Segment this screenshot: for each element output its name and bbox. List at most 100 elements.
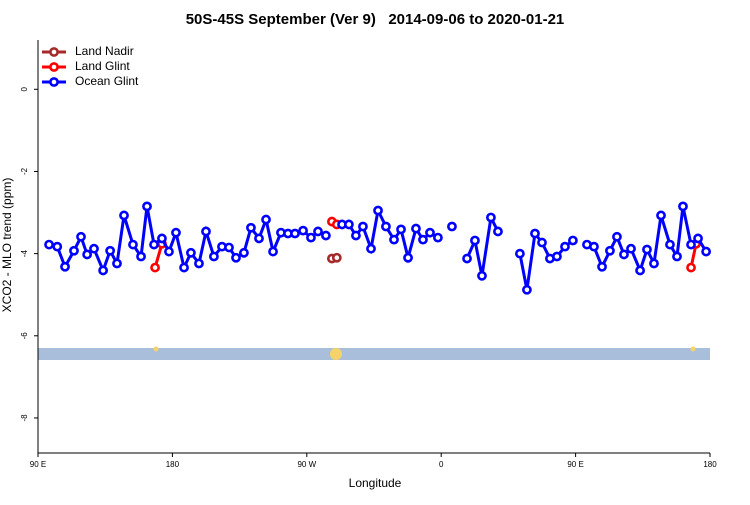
data-point bbox=[60, 261, 70, 272]
data-point bbox=[672, 251, 682, 262]
data-point bbox=[462, 253, 472, 264]
data-point bbox=[366, 243, 376, 254]
data-point bbox=[396, 224, 406, 235]
data-point bbox=[552, 251, 562, 262]
data-point bbox=[261, 214, 271, 225]
data-point bbox=[477, 270, 487, 281]
data-point bbox=[373, 205, 383, 216]
data-point bbox=[470, 235, 480, 246]
data-point bbox=[381, 221, 391, 232]
data-point bbox=[635, 265, 646, 276]
y-tick-label: -4 bbox=[20, 250, 29, 258]
band-marker bbox=[153, 346, 159, 352]
data-point bbox=[612, 231, 622, 242]
data-point bbox=[82, 249, 93, 260]
data-point bbox=[150, 262, 160, 273]
data-point bbox=[411, 223, 421, 234]
legend-label: Ocean Glint bbox=[75, 74, 139, 88]
surface-band bbox=[38, 348, 710, 360]
x-tick-label: 90 E bbox=[567, 460, 583, 469]
data-point bbox=[164, 246, 174, 257]
data-point bbox=[678, 201, 688, 212]
data-point bbox=[69, 245, 79, 256]
data-point bbox=[112, 258, 122, 269]
data-point bbox=[389, 234, 399, 245]
data-point bbox=[52, 241, 63, 252]
data-point bbox=[642, 244, 652, 255]
legend-swatch bbox=[49, 77, 59, 87]
data-point bbox=[254, 233, 264, 244]
data-point bbox=[268, 246, 278, 257]
data-point bbox=[358, 221, 368, 232]
legend-label: Land Nadir bbox=[75, 44, 134, 58]
data-point bbox=[306, 232, 316, 243]
y-tick-label: -8 bbox=[20, 414, 29, 422]
data-point bbox=[530, 228, 540, 239]
chart-title: 50S-45S September (Ver 9) 2014-09-06 to … bbox=[186, 11, 565, 28]
data-point bbox=[186, 247, 196, 258]
data-point bbox=[693, 233, 703, 244]
data-point bbox=[149, 239, 159, 250]
data-point bbox=[597, 261, 607, 272]
data-point bbox=[626, 243, 636, 254]
data-point bbox=[686, 262, 696, 273]
x-tick-label: 180 bbox=[166, 460, 180, 469]
data-point bbox=[89, 243, 99, 254]
data-point bbox=[589, 241, 599, 252]
data-point bbox=[224, 242, 234, 253]
data-point bbox=[686, 239, 696, 250]
y-tick-label: -2 bbox=[20, 167, 29, 175]
data-point bbox=[157, 233, 167, 244]
data-point bbox=[201, 226, 211, 237]
data-point bbox=[331, 252, 342, 263]
data-point bbox=[568, 235, 578, 246]
data-point bbox=[231, 252, 241, 263]
data-point bbox=[701, 246, 712, 257]
data-point bbox=[522, 284, 532, 295]
data-point bbox=[418, 234, 428, 245]
band-marker bbox=[690, 346, 696, 352]
data-point bbox=[298, 225, 308, 236]
y-tick-label: 0 bbox=[20, 87, 29, 92]
data-point bbox=[351, 230, 361, 241]
data-point bbox=[128, 239, 138, 250]
data-point bbox=[493, 226, 503, 237]
y-tick-label: -6 bbox=[20, 332, 29, 340]
data-point bbox=[344, 219, 354, 230]
data-point bbox=[486, 212, 496, 223]
data-point bbox=[321, 230, 331, 241]
data-point bbox=[649, 258, 659, 269]
data-point bbox=[44, 239, 54, 250]
data-point bbox=[98, 265, 109, 276]
band-marker bbox=[330, 348, 342, 360]
data-point bbox=[209, 251, 219, 262]
data-point bbox=[136, 251, 146, 262]
data-point bbox=[537, 237, 547, 248]
legend-swatch bbox=[49, 62, 59, 72]
series-line bbox=[465, 212, 500, 277]
x-tick-label: 0 bbox=[439, 460, 444, 469]
data-point bbox=[76, 231, 86, 242]
data-point bbox=[194, 258, 204, 269]
legend-swatch bbox=[49, 47, 59, 57]
data-point bbox=[239, 247, 249, 258]
series-line bbox=[48, 206, 327, 275]
data-point bbox=[171, 227, 181, 238]
data-point bbox=[665, 239, 675, 250]
data-point bbox=[619, 249, 629, 260]
data-point bbox=[105, 245, 116, 256]
series-line bbox=[586, 206, 708, 275]
data-point bbox=[313, 226, 323, 237]
y-axis-label: XCO2 - MLO trend (ppm) bbox=[0, 178, 14, 313]
data-point bbox=[425, 227, 435, 238]
x-tick-label: 90 E bbox=[30, 460, 46, 469]
data-point bbox=[403, 252, 413, 263]
data-point bbox=[246, 222, 256, 233]
data-point bbox=[142, 201, 152, 212]
data-point bbox=[447, 221, 457, 232]
data-point bbox=[119, 210, 129, 221]
data-point bbox=[179, 262, 189, 273]
data-point bbox=[290, 228, 300, 239]
x-tick-label: 90 W bbox=[297, 460, 316, 469]
